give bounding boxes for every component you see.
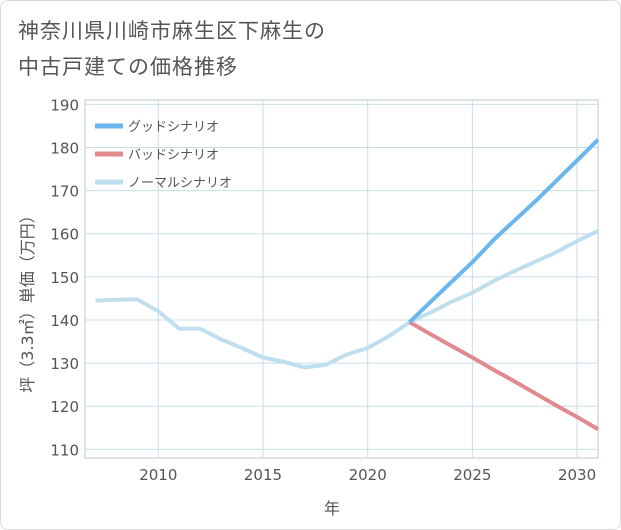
y-tick-label-190: 190 <box>50 96 79 114</box>
y-axis-label: 坪（3.3㎡）単価（万円） <box>18 207 37 392</box>
y-tick-label-160: 160 <box>50 226 79 244</box>
series-line-3 <box>95 229 599 370</box>
x-tick-label-2020: 2020 <box>349 466 387 484</box>
x-tick-label-2025: 2025 <box>453 466 491 484</box>
legend-label-3: ノーマルシナリオ <box>128 176 232 191</box>
x-axis-ticks: 2010 2015 2020 2025 2030 <box>139 466 596 484</box>
x-axis-label: 年 <box>324 499 340 518</box>
legend-label-2: バッドシナリオ <box>128 148 219 163</box>
grid <box>85 100 598 458</box>
chart-title-line-2: 中古戸建ての価格推移 <box>18 55 238 79</box>
y-tick-label-120: 120 <box>50 398 79 416</box>
series-line-2 <box>408 320 600 431</box>
chart-title-line-1: 神奈川県川崎市麻生区下麻生の <box>18 19 326 43</box>
series-lines <box>95 138 600 431</box>
y-tick-label-150: 150 <box>50 269 79 287</box>
y-tick-label-130: 130 <box>50 355 79 373</box>
chart-title: 神奈川県川崎市麻生区下麻生の 中古戸建ての価格推移 <box>18 13 326 85</box>
y-tick-label-170: 170 <box>50 183 79 201</box>
y-tick-label-180: 180 <box>50 139 79 157</box>
y-tick-label-140: 140 <box>50 312 79 330</box>
legend-label-1: グッドシナリオ <box>128 120 219 135</box>
plot-area <box>84 99 599 459</box>
y-tick-label-110: 110 <box>50 441 79 459</box>
y-axis-ticks: 110 120 130 140 150 160 170 180 190 <box>50 96 79 459</box>
series-line-1 <box>408 138 600 324</box>
x-tick-label-2015: 2015 <box>244 466 282 484</box>
x-tick-label-2010: 2010 <box>139 466 177 484</box>
x-tick-label-2030: 2030 <box>558 466 596 484</box>
